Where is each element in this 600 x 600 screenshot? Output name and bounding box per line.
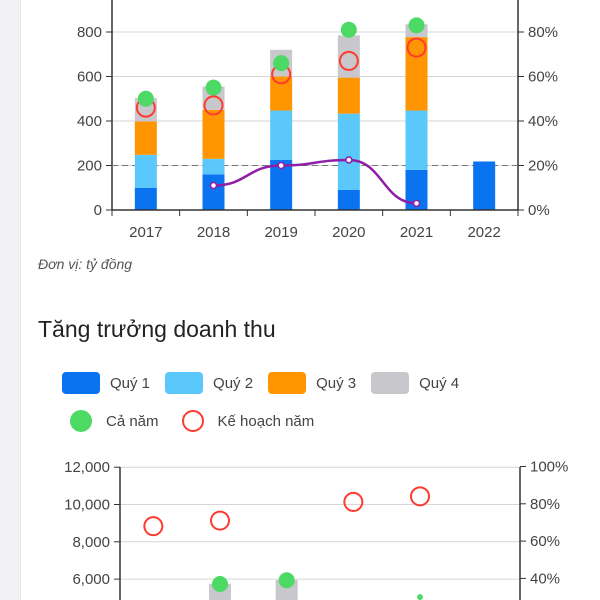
bar-segment [337, 189, 360, 210]
growth-line [213, 158, 417, 205]
plan-marker [143, 516, 164, 537]
plan-marker [210, 510, 230, 531]
legend-swatch [165, 372, 204, 394]
y2-tick-label: 60% [528, 69, 558, 86]
full-year-marker [212, 575, 228, 592]
revenue-growth-chart: 6,000 8,000 10,000 12,000 40% 60% 80% 100% [64, 459, 568, 600]
full-year-marker [278, 572, 295, 589]
bar-segment [202, 174, 225, 210]
y-tick-label: 800 [77, 24, 102, 41]
full-year-marker [205, 79, 222, 96]
legend-q4[interactable]: Quý 4 [371, 372, 459, 394]
x-tick-label: 2019 [264, 224, 297, 241]
y2-tick-label: 40% [530, 570, 560, 587]
bar-segment [337, 77, 360, 114]
bar-segment [134, 187, 157, 210]
y-tick-label: 12,000 [64, 459, 110, 476]
y-tick-label: 6,000 [72, 571, 110, 588]
full-year-marker [408, 17, 425, 34]
bar-segment [134, 121, 157, 155]
legend-q3[interactable]: Quý 3 [268, 372, 356, 394]
bar-segment [202, 158, 225, 175]
legend-label: Quý 4 [419, 374, 460, 392]
y2-tick-label: 80% [528, 24, 558, 41]
legend-marker [70, 410, 92, 432]
legend-full-year[interactable]: Cả năm [62, 410, 159, 432]
bar-segment [270, 76, 293, 111]
y2-tick-label: 40% [528, 113, 558, 130]
bar-segment [270, 159, 293, 210]
plan-marker [203, 95, 224, 116]
legend-annual: Cả năm Kế hoạch năm [62, 410, 329, 432]
y-tick-label: 8,000 [72, 534, 110, 551]
quarterly-profit-chart: 0 200 400 600 800 0% 20% 40% 60% 80% 2017 2018 2019 2… [77, 0, 558, 241]
y-tick-label: 200 [77, 158, 102, 175]
legend-swatch [62, 372, 100, 394]
x-tick-label: 2017 [129, 224, 162, 241]
plan-marker [406, 37, 427, 58]
y2-tick-label: 0% [528, 202, 550, 219]
full-year-marker [417, 594, 423, 600]
bar-segment [202, 109, 225, 159]
full-year-marker [137, 90, 154, 107]
bar-segment [337, 113, 360, 190]
x-tick-label: 2022 [467, 224, 500, 241]
bar-segment [134, 154, 157, 188]
y-tick-label: 600 [77, 69, 102, 86]
y2-tick-label: 80% [530, 496, 560, 513]
y-tick-label: 400 [77, 113, 102, 130]
growth-point [209, 181, 218, 190]
bar-segment [405, 110, 428, 170]
legend-swatch [371, 372, 410, 394]
plan-marker [410, 486, 430, 507]
x-tick-label: 2018 [197, 224, 230, 241]
legend-label: Quý 1 [110, 374, 151, 392]
full-year-marker [273, 55, 290, 72]
bar-segment [405, 37, 428, 111]
y2-tick-label: 100% [530, 459, 568, 476]
y-tick-label: 10,000 [64, 497, 110, 514]
legend-marker [181, 410, 204, 432]
growth-point [412, 199, 421, 208]
bar-segment [270, 110, 293, 160]
y-tick-label: 0 [94, 202, 102, 219]
y2-tick-label: 60% [530, 533, 560, 550]
bar-segment [405, 169, 428, 210]
x-tick-label: 2020 [332, 224, 365, 241]
legend-label: Kế hoạch năm [217, 412, 315, 430]
section-title: Tăng trưởng doanh thu [38, 316, 276, 342]
legend-swatch [268, 372, 307, 394]
legend-quarters: Quý 1 Quý 2 Quý 3 Quý 4 [62, 372, 474, 394]
sidebar-strip [0, 0, 21, 600]
legend-plan[interactable]: Kế hoạch năm [174, 410, 315, 432]
legend-label: Quý 2 [213, 374, 254, 392]
legend-q1[interactable]: Quý 1 [62, 372, 150, 394]
full-year-marker [340, 21, 357, 38]
plan-marker [338, 50, 359, 71]
legend-label: Cả năm [106, 412, 159, 430]
bar-segment [473, 161, 496, 210]
legend-q2[interactable]: Quý 2 [165, 372, 253, 394]
y2-tick-label: 20% [528, 158, 558, 175]
unit-note: Đơn vị: tỷ đồng [38, 256, 133, 272]
growth-point [277, 161, 285, 170]
x-tick-label: 2021 [400, 224, 433, 241]
legend-label: Quý 3 [316, 374, 357, 392]
plan-marker [343, 491, 364, 512]
growth-point [345, 156, 353, 164]
